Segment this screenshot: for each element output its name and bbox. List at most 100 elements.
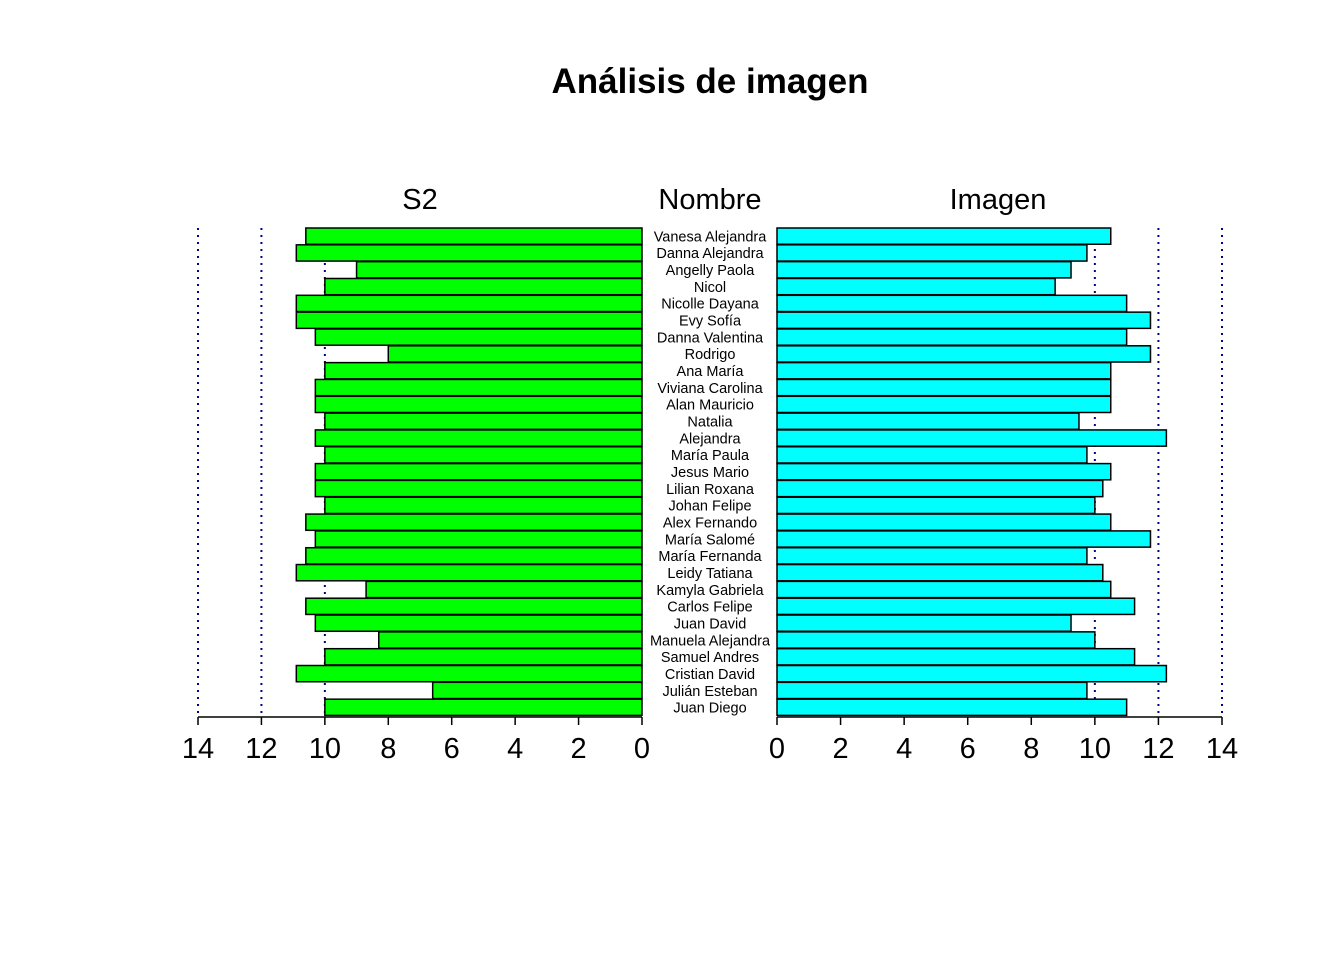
right-x-axis: 0 2 4 6 8 10 12 14 (769, 716, 1238, 765)
category-label-9: Ana María (677, 364, 745, 380)
category-label-13: Alejandra (679, 431, 741, 447)
left-bar-28 (431, 681, 643, 700)
right-bar-10 (776, 378, 1112, 397)
right-bar-8 (776, 345, 1152, 363)
right-bar-23 (776, 597, 1136, 616)
category-label-27: Cristian David (665, 667, 755, 683)
right-tick-label-2: 2 (833, 733, 849, 765)
right-bar-18 (776, 513, 1112, 532)
left-bar-9 (324, 361, 643, 380)
right-panel-title: Imagen (950, 184, 1047, 216)
right-bar-12 (776, 412, 1080, 431)
category-label-18: Alex Fernando (663, 515, 757, 531)
category-label-28: Julián Esteban (662, 684, 757, 700)
right-bar-11 (776, 395, 1112, 414)
chart-title: Análisis de imagen (551, 62, 868, 101)
right-bar-2 (776, 244, 1088, 262)
left-bar-6 (295, 311, 643, 330)
category-label-11: Alan Mauricio (666, 398, 754, 414)
left-bar-15 (314, 462, 643, 481)
category-label-7: Danna Valentina (657, 330, 764, 346)
right-bars (776, 227, 1168, 717)
category-label-25: Manuela Alejandra (650, 633, 771, 649)
right-bar-22 (776, 580, 1112, 599)
right-bar-14 (776, 446, 1088, 464)
category-label-17: Johan Felipe (668, 499, 751, 515)
left-bar-5 (295, 294, 643, 313)
category-label-24: Juan David (674, 616, 747, 632)
category-label-21: Leidy Tatiana (667, 566, 753, 582)
category-label-22: Kamyla Gabriela (656, 583, 764, 599)
left-bar-19 (314, 530, 643, 548)
category-label-16: Lilian Roxana (666, 482, 755, 498)
left-bar-12 (324, 412, 643, 431)
left-bars (295, 227, 643, 717)
left-bar-23 (305, 597, 643, 616)
left-bar-20 (305, 546, 643, 565)
center-panel-title: Nombre (658, 184, 761, 216)
left-tick-label-4: 4 (507, 733, 523, 765)
category-label-23: Carlos Felipe (667, 600, 752, 616)
right-bar-13 (776, 429, 1168, 447)
right-bar-29 (776, 698, 1128, 717)
left-tick-label-14: 14 (182, 733, 214, 765)
right-tick-label-8: 8 (1023, 733, 1039, 765)
category-label-15: Jesus Mario (671, 465, 749, 481)
right-tick-label-10: 10 (1079, 733, 1111, 765)
right-tick-label-14: 14 (1206, 733, 1238, 765)
left-tick-label-0: 0 (634, 733, 650, 765)
right-bar-6 (776, 311, 1152, 330)
right-bar-3 (776, 260, 1072, 279)
right-tick-label-4: 4 (896, 733, 912, 765)
left-bar-13 (314, 429, 643, 447)
right-bar-7 (776, 328, 1128, 346)
left-tick-label-10: 10 (309, 733, 341, 765)
left-tick-label-8: 8 (380, 733, 396, 765)
right-bar-5 (776, 294, 1128, 313)
left-bar-4 (324, 277, 643, 296)
left-panel-title: S2 (402, 184, 437, 216)
left-bar-3 (355, 260, 643, 279)
right-bar-21 (776, 563, 1104, 582)
category-label-1: Vanesa Alejandra (654, 229, 768, 245)
left-x-axis: 0 2 4 6 8 10 12 14 (182, 716, 650, 765)
right-bar-26 (776, 647, 1136, 666)
left-bar-27 (295, 664, 643, 683)
category-label-29: Juan Diego (673, 701, 746, 717)
right-bar-19 (776, 530, 1152, 548)
category-label-2: Danna Alejandra (656, 246, 764, 262)
left-bar-10 (314, 378, 643, 397)
right-bar-15 (776, 462, 1112, 481)
right-bar-28 (776, 681, 1088, 700)
left-bar-16 (314, 479, 643, 498)
right-bar-4 (776, 277, 1056, 296)
left-bar-21 (295, 563, 643, 582)
left-bar-1 (305, 227, 643, 245)
category-label-3: Angelly Paola (666, 263, 756, 279)
right-tick-label-0: 0 (769, 733, 785, 765)
category-label-4: Nicol (694, 280, 726, 296)
category-label-26: Samuel Andres (661, 650, 759, 666)
left-bar-22 (365, 580, 643, 599)
left-bar-25 (378, 631, 643, 649)
right-bar-25 (776, 631, 1096, 649)
left-bar-18 (305, 513, 643, 532)
right-bar-16 (776, 479, 1104, 498)
right-bar-17 (776, 496, 1096, 515)
right-tick-label-12: 12 (1142, 733, 1174, 765)
left-bar-26 (324, 647, 643, 666)
left-bar-17 (324, 496, 643, 515)
right-bar-27 (776, 664, 1168, 683)
right-bar-1 (776, 227, 1112, 245)
left-bar-8 (387, 345, 643, 363)
category-label-6: Evy Sofía (679, 314, 742, 330)
category-label-19: María Salomé (665, 532, 755, 548)
left-bar-24 (314, 614, 643, 633)
left-bar-7 (314, 328, 643, 346)
category-label-8: Rodrigo (685, 347, 736, 363)
category-label-12: Natalia (687, 415, 733, 431)
left-bar-11 (314, 395, 643, 414)
left-bar-2 (295, 244, 643, 262)
